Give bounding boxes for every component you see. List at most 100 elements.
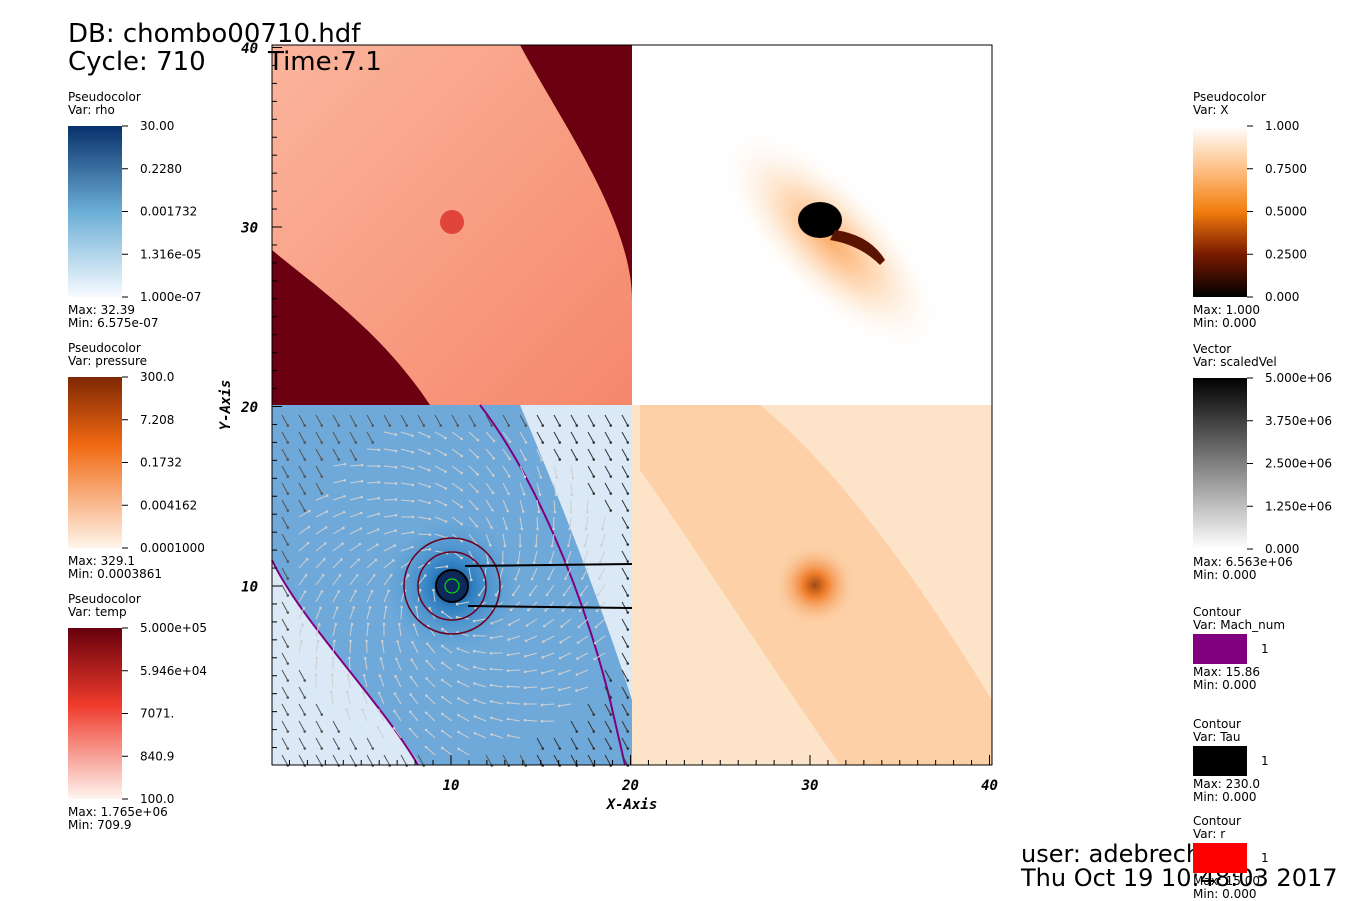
vector-head xyxy=(626,543,630,546)
vector-head xyxy=(428,485,431,488)
vector-arrow xyxy=(576,669,589,676)
vector-arrow xyxy=(458,731,470,739)
vector-arrow xyxy=(604,754,612,766)
vector-arrow xyxy=(346,692,351,705)
vector-arrow xyxy=(499,567,504,580)
vector-head xyxy=(357,558,360,561)
vector-arrow xyxy=(519,516,523,529)
vector-arrow xyxy=(604,703,612,715)
vector-arrow xyxy=(346,709,351,722)
legend-max: Max: 6.563e+06 xyxy=(1193,555,1293,569)
x-tick-label: 10 xyxy=(443,778,460,794)
vector-head xyxy=(303,747,307,750)
vector-head xyxy=(460,505,464,509)
vector-arrow xyxy=(525,635,538,642)
vector-arrow xyxy=(559,652,572,659)
vector-head xyxy=(626,526,630,529)
vector-head xyxy=(549,561,552,564)
vector-arrow xyxy=(366,528,379,535)
vector-arrow xyxy=(425,712,436,722)
vector-head xyxy=(520,527,524,531)
vector-head xyxy=(286,509,290,512)
vector-arrow xyxy=(525,669,538,673)
vector-head xyxy=(388,424,392,427)
vector-arrow xyxy=(366,544,378,552)
vector-arrow xyxy=(281,567,289,579)
vector-head xyxy=(626,509,630,512)
vector-arrow xyxy=(366,481,380,484)
vector-head xyxy=(506,509,510,513)
vector-arrow xyxy=(621,431,629,443)
vector-arrow xyxy=(485,754,493,766)
vector-arrow xyxy=(604,448,612,460)
vector-head xyxy=(377,480,381,484)
vector-arrow xyxy=(577,652,589,660)
vector-head xyxy=(540,719,544,723)
vector-arrow xyxy=(349,464,363,467)
vector-head xyxy=(592,424,596,427)
vector-arrow xyxy=(457,601,470,605)
vector-arrow xyxy=(281,618,289,630)
vector-head xyxy=(476,438,480,442)
vector-arrow xyxy=(397,641,402,654)
vector-head xyxy=(440,712,444,716)
vector-arrow xyxy=(281,720,289,732)
vector-head xyxy=(558,672,561,676)
vector-arrow xyxy=(366,513,379,518)
legend-min: Min: 0.000 xyxy=(1193,678,1257,692)
vector-arrow xyxy=(281,533,289,545)
vector-head xyxy=(540,458,543,462)
vector-arrow xyxy=(377,727,385,739)
vector-head xyxy=(333,639,336,643)
vector-head xyxy=(585,510,589,514)
vector-arrow xyxy=(298,431,306,443)
vector-head xyxy=(501,561,504,565)
legend-max: Max: 329.1 xyxy=(68,554,135,568)
vector-arrow xyxy=(508,718,521,722)
vector-arrow xyxy=(434,499,447,506)
vector-head xyxy=(440,729,444,733)
vector-head xyxy=(425,694,428,697)
vector-arrow xyxy=(621,720,629,732)
vector-arrow xyxy=(298,575,307,586)
vector-head xyxy=(560,625,563,628)
vector-head xyxy=(554,493,558,497)
vector-head xyxy=(507,474,511,478)
vector-arrow xyxy=(400,465,413,470)
vector-head xyxy=(440,644,444,648)
vector-arrow xyxy=(457,664,470,671)
vector-arrow xyxy=(417,516,430,520)
vector-head xyxy=(320,424,324,427)
color-bar xyxy=(68,628,122,799)
vector-arrow xyxy=(517,550,521,563)
vector-head xyxy=(337,747,341,750)
vector-head xyxy=(361,691,365,694)
color-bar xyxy=(1193,378,1247,549)
bar-tick-label: 300.0 xyxy=(140,370,174,384)
legend-plot: Pseudocolor xyxy=(1193,90,1266,104)
temp-core xyxy=(440,210,464,234)
vector-head xyxy=(440,746,444,750)
vector-arrow xyxy=(400,414,408,426)
contour-box xyxy=(1193,746,1247,776)
vector-head xyxy=(331,656,335,660)
vector-head xyxy=(503,544,507,548)
vector-head xyxy=(286,543,290,546)
vector-arrow xyxy=(451,431,462,440)
vector-arrow xyxy=(425,729,436,739)
vector-head xyxy=(489,636,493,640)
vector-head xyxy=(354,458,358,461)
vector-head xyxy=(592,730,596,733)
vector-head xyxy=(444,436,447,440)
vector-head xyxy=(303,458,307,461)
vector-head xyxy=(523,702,527,706)
vector-arrow xyxy=(383,754,391,766)
legend-max: Max: 1.765e+06 xyxy=(68,805,168,819)
vector-arrow xyxy=(549,550,555,563)
vector-head xyxy=(376,726,380,729)
vector-arrow xyxy=(379,675,385,688)
vector-head xyxy=(557,704,561,708)
vector-head xyxy=(582,560,585,564)
vector-head xyxy=(377,512,380,516)
vector-head xyxy=(456,647,460,650)
